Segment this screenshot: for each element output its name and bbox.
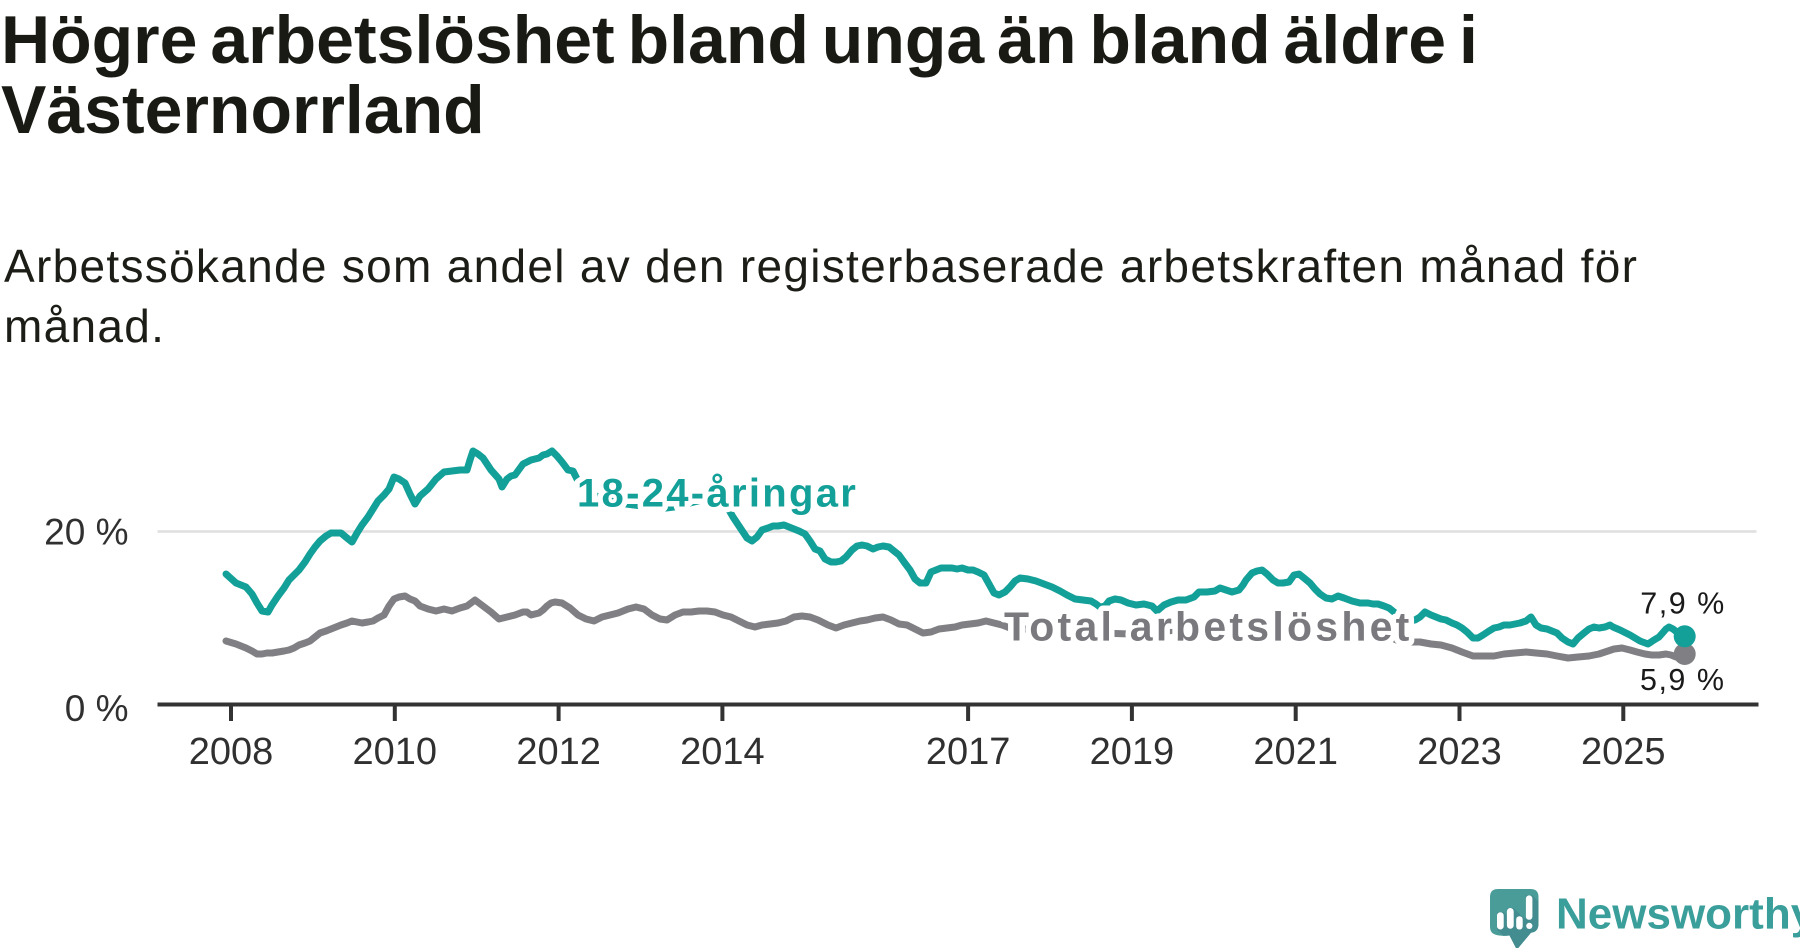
svg-text:18-24-åringar: 18-24-åringar bbox=[577, 472, 858, 516]
svg-text:2010: 2010 bbox=[353, 731, 438, 773]
svg-text:2019: 2019 bbox=[1090, 731, 1175, 773]
svg-text:2017: 2017 bbox=[926, 731, 1011, 773]
svg-text:5,9 %: 5,9 % bbox=[1640, 663, 1726, 697]
svg-text:0 %: 0 % bbox=[65, 688, 129, 729]
svg-text:20 %: 20 % bbox=[44, 512, 128, 553]
svg-text:Newsworthy: Newsworthy bbox=[1556, 890, 1800, 939]
svg-text:2023: 2023 bbox=[1417, 731, 1502, 773]
svg-text:2025: 2025 bbox=[1581, 731, 1666, 773]
svg-text:2021: 2021 bbox=[1253, 731, 1338, 773]
svg-text:7,9 %: 7,9 % bbox=[1640, 587, 1726, 621]
svg-text:2014: 2014 bbox=[680, 731, 765, 773]
svg-text:Total arbetslöshet: Total arbetslöshet bbox=[1004, 604, 1413, 650]
svg-text:2012: 2012 bbox=[516, 731, 601, 773]
svg-text:2008: 2008 bbox=[189, 731, 274, 773]
